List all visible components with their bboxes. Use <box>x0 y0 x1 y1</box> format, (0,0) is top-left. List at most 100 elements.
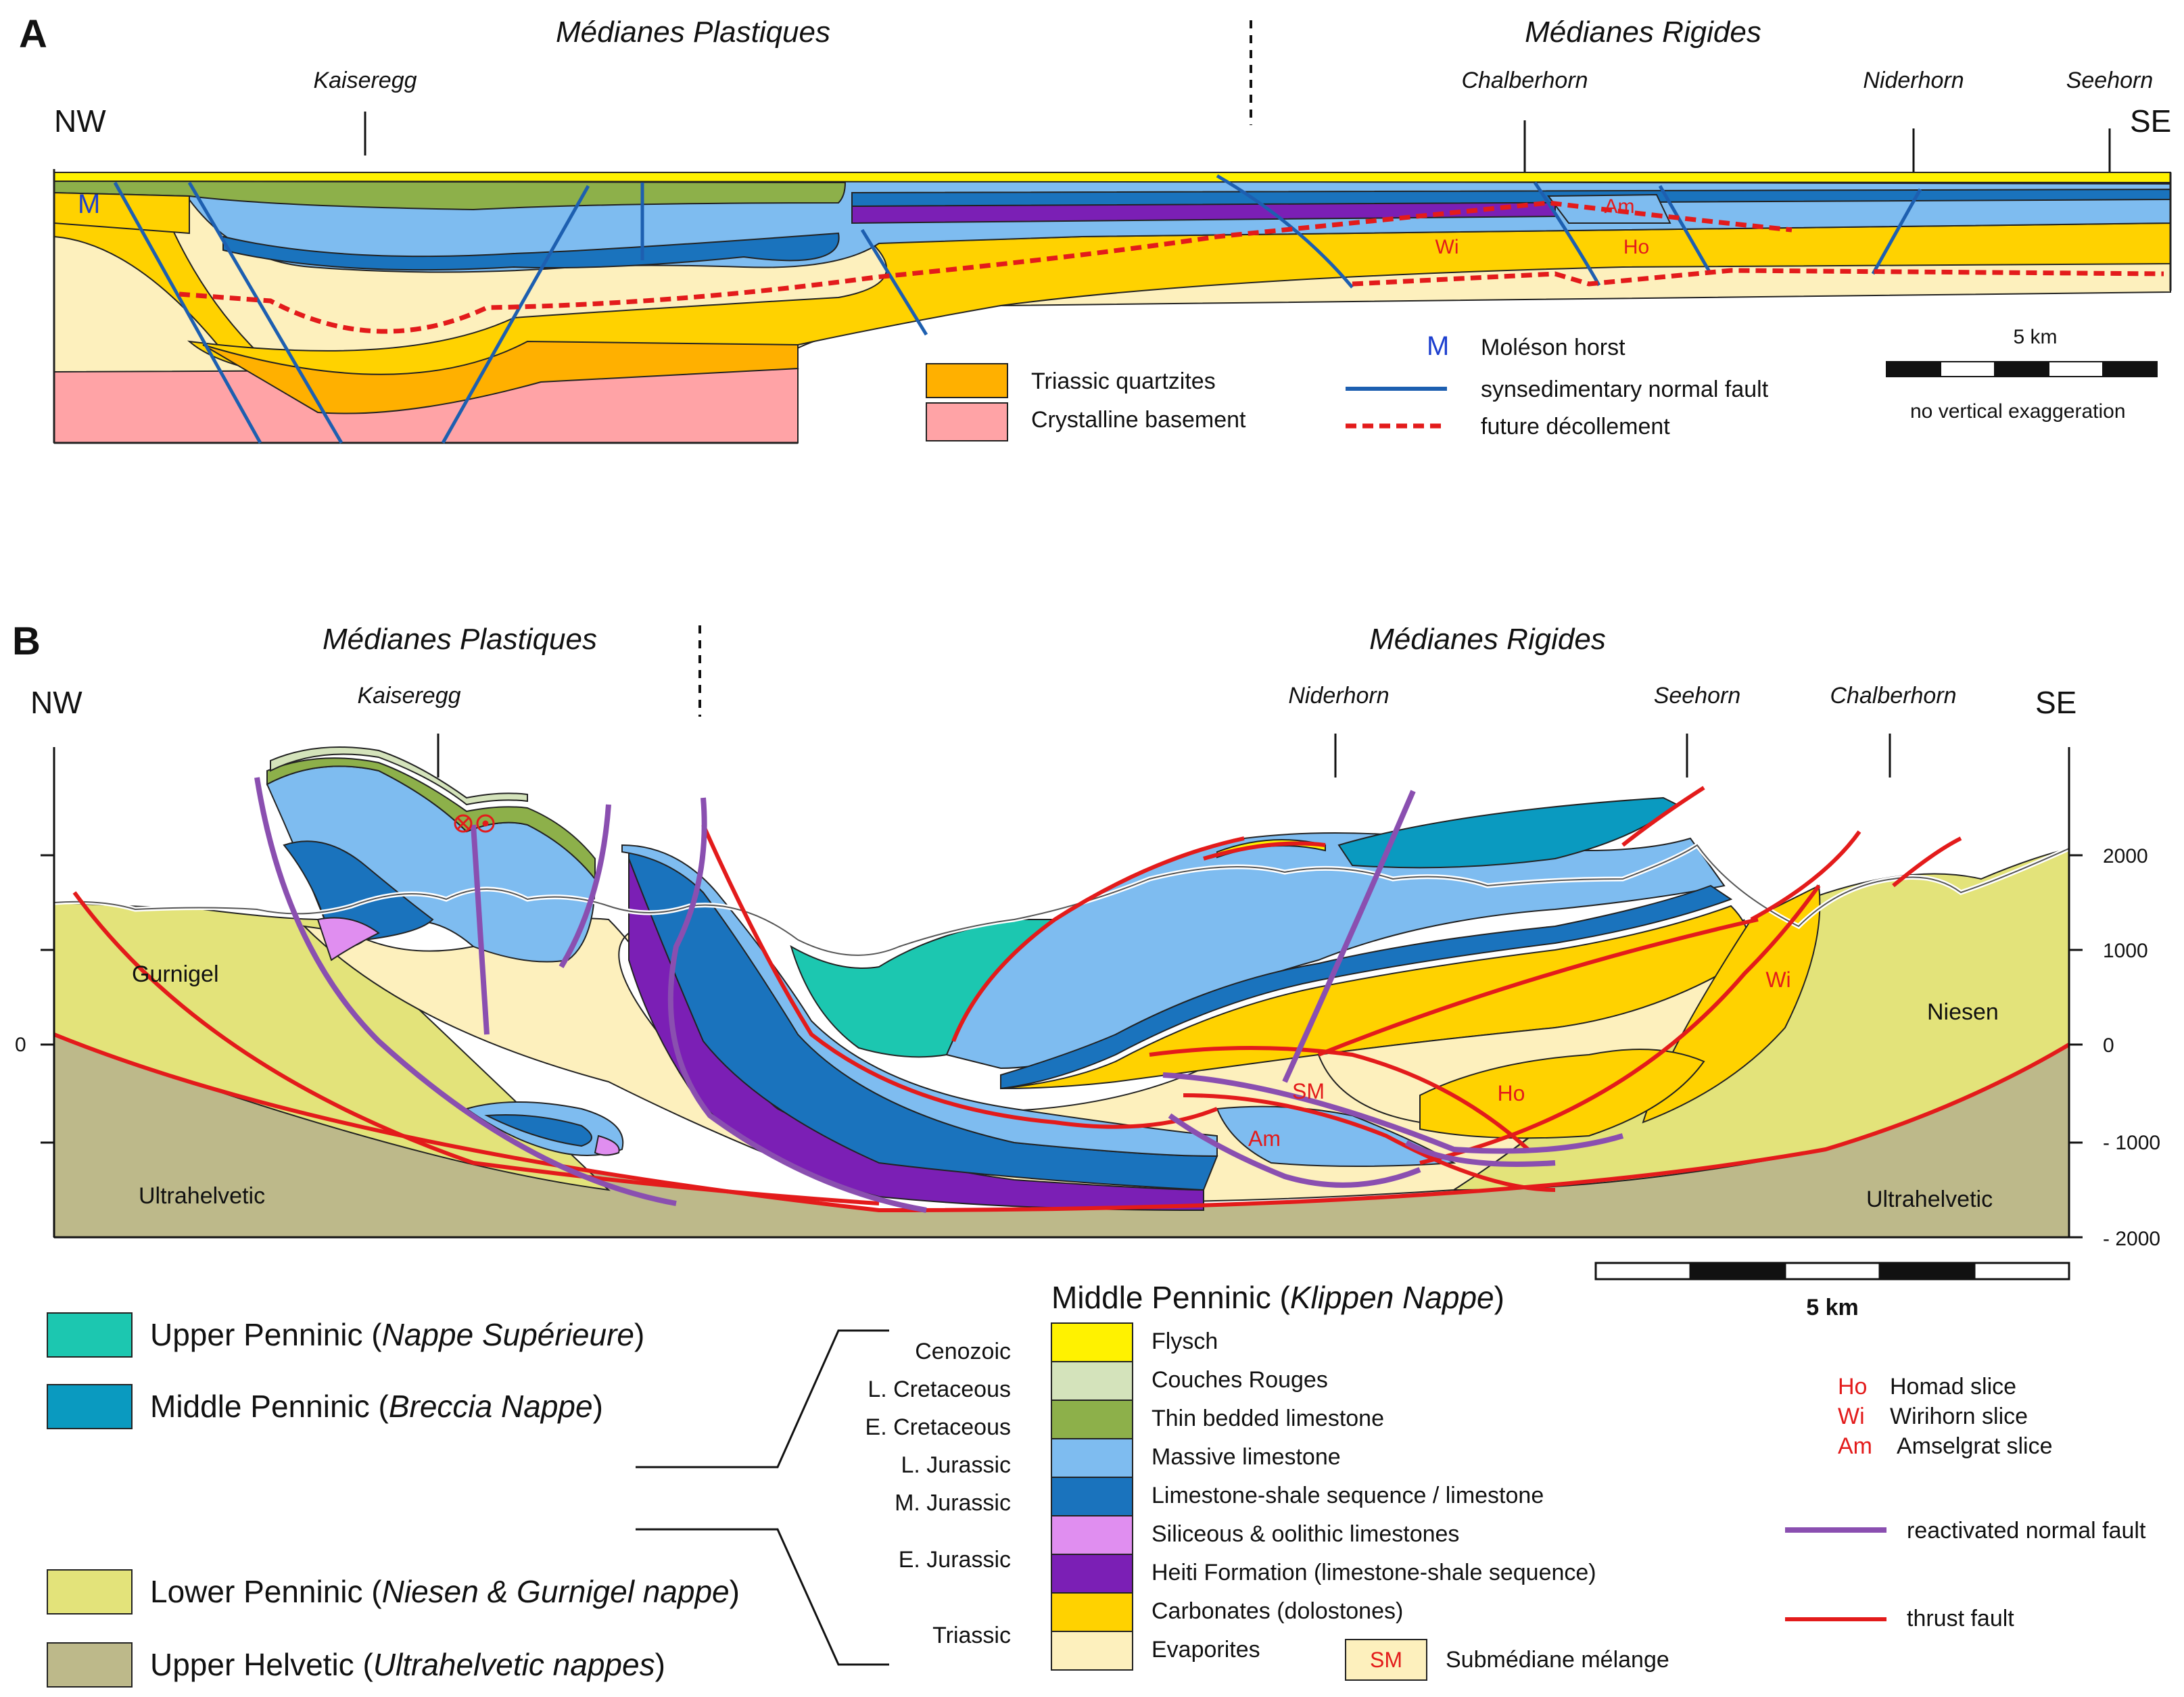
triassic-quartzites <box>202 340 799 414</box>
legend-slice-wi-label: Wirihorn slice <box>1890 1404 2028 1429</box>
panel-b-slice-ho: Ho <box>1498 1081 1525 1105</box>
panel-a-locality-chalberhorn: Chalberhorn <box>1461 68 1588 93</box>
limestone-shale-band <box>222 232 840 271</box>
scale-segment <box>1994 361 2049 377</box>
thrust-fault <box>1621 786 1705 847</box>
panel-b-slice-wi: Wi <box>1765 967 1790 992</box>
lower-fold-siliceous <box>594 1134 620 1156</box>
normal-fault <box>1658 185 1713 275</box>
scale-segment <box>1784 1262 1881 1281</box>
legend-swatch-klippen-unit <box>1051 1322 1133 1362</box>
panel-b: B Médianes Plastiques Médianes Rigides N… <box>12 619 2160 1320</box>
legend-middle-penninic-breccia: Middle Penninic (Breccia Nappe) <box>150 1389 603 1424</box>
lower-fold-shale <box>484 1114 592 1147</box>
legend-klippen-title: Middle Penninic (Klippen Nappe) <box>1051 1280 1504 1315</box>
legend-horst-label: Moléson horst <box>1481 335 1625 360</box>
panel-a-zone-plastiques: Médianes Plastiques <box>556 16 830 49</box>
panel-a-slice-wi: Wi <box>1435 236 1459 258</box>
legend-triassic-quartzites: Triassic quartzites <box>1031 368 1216 394</box>
panel-b-label-ultrahelvetic-right: Ultrahelvetic <box>1866 1187 1993 1212</box>
age-cenozoic: Cenozoic <box>915 1339 1011 1364</box>
thrust-fault <box>72 891 880 1205</box>
age-e-jurassic: E. Jurassic <box>899 1547 1011 1573</box>
flysch-top <box>53 172 2171 184</box>
kaiseregg-siliceous <box>316 917 380 961</box>
panel-a-label: A <box>19 12 47 56</box>
legend-swatch-klippen-unit <box>1051 1361 1133 1401</box>
legend-normal-fault: synsedimentary normal fault <box>1481 377 1769 402</box>
reactivated-fault <box>254 777 677 1206</box>
age-l-cretaceous: L. Cretaceous <box>868 1377 1011 1402</box>
normal-fault <box>1871 188 1922 275</box>
legend-sm-symbol: SM <box>1370 1648 1402 1672</box>
legend-klippen-unit-label: Limestone-shale sequence / limestone <box>1152 1483 1544 1508</box>
panel-b-axis-1000: 1000 <box>2103 940 2148 962</box>
panel-b-reactivated-faults <box>254 777 1624 1213</box>
panel-a-locality-seehorn: Seehorn <box>2066 68 2154 93</box>
legend-sm-label: Submédiane mélange <box>1446 1647 1669 1673</box>
legend-slices: Ho Homad slice Wi Wirihorn slice Am Amse… <box>1838 1374 2053 1459</box>
kaiseregg-thin-bedded <box>266 757 596 881</box>
klippen-swatch-column: Flysch Couches Rouges Thin bedded limeston… <box>1051 1322 1596 1671</box>
panel-a-section <box>53 171 2171 444</box>
panel-b-zone-rigides: Médianes Rigides <box>1369 623 1606 656</box>
thrust-fault <box>1203 841 1326 861</box>
age-m-jurassic: M. Jurassic <box>895 1490 1011 1516</box>
legend-slice-ho-label: Homad slice <box>1890 1374 2016 1400</box>
age-l-jurassic: L. Jurassic <box>901 1452 1012 1478</box>
thrust-fault <box>53 1032 2070 1213</box>
legend-swatch-klippen-unit <box>1051 1515 1133 1555</box>
age-brackets <box>636 1329 889 1666</box>
legend-swatch-klippen-unit <box>1051 1477 1133 1516</box>
legend-swatch-upper-penninic <box>47 1312 133 1358</box>
panel-a-slice-ho: Ho <box>1623 236 1649 258</box>
panel-a: A Médianes Plastiques Médianes Rigides N… <box>19 12 2172 444</box>
legend-lower-penninic: Lower Penninic (Niesen & Gurnigel nappe) <box>150 1574 740 1609</box>
fold-axis-symbols <box>454 814 495 833</box>
legend-klippen-unit-label: Massive limestone <box>1152 1444 1341 1470</box>
thrust-fault <box>1149 1046 1530 1151</box>
bracket-cretaceous-jurassic <box>636 1329 889 1468</box>
panel-b-axis-left-zero: 0 <box>15 1034 26 1056</box>
panel-b-nw: NW <box>30 685 82 720</box>
panel-b-scale-bar <box>1594 1262 2070 1281</box>
legend-reactivated-label: reactivated normal fault <box>1907 1518 2146 1544</box>
panel-a-scale-bar <box>1886 361 2158 377</box>
legend-swatch-klippen-unit <box>1051 1438 1133 1478</box>
axis-into-page-icon <box>456 817 470 830</box>
reactivated-fault <box>1405 1140 1556 1167</box>
scale-segment <box>2102 361 2158 377</box>
legend-swatch-triassic-quartzites <box>926 363 1008 398</box>
thrust-fault <box>1183 1093 1556 1192</box>
axis-into-page-icon <box>454 814 473 833</box>
thrust-fault <box>951 836 1245 1043</box>
legend-swatch-klippen-unit <box>1051 1554 1133 1594</box>
kaiseregg-couches-rouges <box>270 746 528 806</box>
panel-b-locality-kaiseregg: Kaiseregg <box>357 683 460 709</box>
legend-thrust-label: thrust fault <box>1907 1606 2014 1631</box>
normal-fault <box>187 181 343 444</box>
panel-b-locality-chalberhorn: Chalberhorn <box>1830 683 1956 709</box>
legend-klippen-unit-label: Heiti Formation (limestone-shale sequenc… <box>1152 1560 1596 1585</box>
panel-a-locality-kaiseregg: Kaiseregg <box>313 68 417 93</box>
legend-klippen-unit-label: Siliceous & oolithic limestones <box>1152 1521 1459 1547</box>
normal-fault <box>860 229 928 336</box>
legend-klippen: Middle Penninic (Klippen Nappe) Flysch Co… <box>1051 1280 1669 1681</box>
panel-a-horst-letter: M <box>78 189 100 219</box>
panel-b-thrust-faults <box>53 786 2070 1213</box>
scale-segment <box>2048 361 2104 377</box>
legend-swatch-klippen-unit <box>1051 1592 1133 1632</box>
panel-b-label-gurnigel: Gurnigel <box>132 961 219 987</box>
panel-b-scale-label: 5 km <box>1806 1295 1859 1320</box>
panel-b-se: SE <box>2035 685 2076 720</box>
normal-fault <box>1533 181 1601 287</box>
panel-a-locality-niderhorn: Niderhorn <box>1863 68 1964 93</box>
legend-slice-wi-code: Wi <box>1838 1404 1865 1429</box>
panel-a-se: SE <box>2130 103 2171 139</box>
legend-swatch-lower-penninic <box>47 1569 133 1615</box>
thrust-fault <box>701 823 1218 1129</box>
reactivated-fault <box>471 824 490 1035</box>
panel-b-axis-2000: 2000 <box>2103 845 2148 867</box>
panel-b-axis-ticks <box>41 854 2083 1239</box>
legend-klippen-unit-label: Evaporites <box>1152 1637 1260 1663</box>
